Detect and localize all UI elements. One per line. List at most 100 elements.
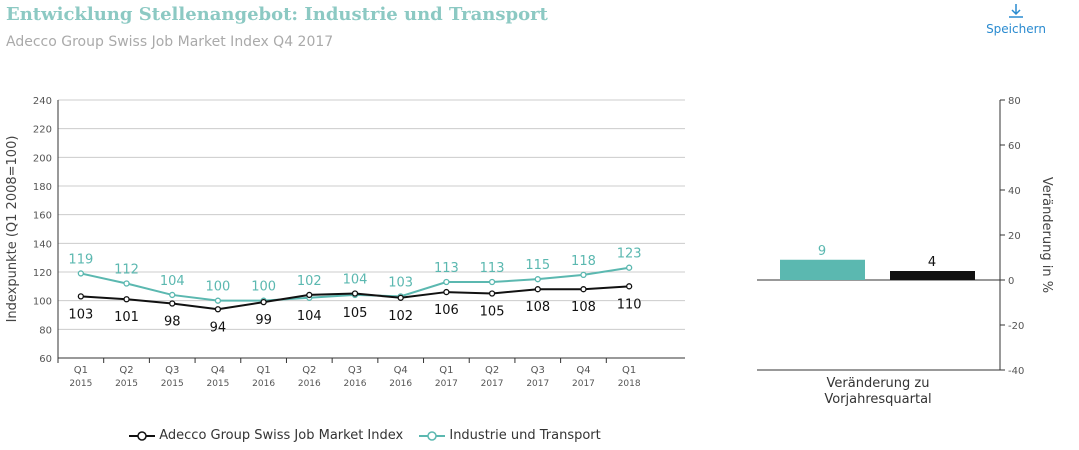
bar [780,259,865,280]
x-tick-label: Q3 [531,365,545,376]
x-tick-label: 2016 [298,379,321,389]
chart-area: 6080100120140160180200220240Q12015Q22015… [5,96,1054,407]
data-point [214,306,222,313]
data-label: 118 [571,254,596,269]
data-point [123,280,130,287]
x-tick-label: 2015 [206,379,229,389]
x-tick-label: Q4 [576,365,590,376]
x-tick-label: 2017 [435,379,458,389]
x-tick-label: 2015 [69,379,92,389]
legend-label: Adecco Group Swiss Job Market Index [159,428,404,443]
y-tick-label: 20 [1008,231,1021,242]
download-icon [1009,4,1023,18]
x-tick-label: Q4 [211,365,225,376]
y-tick-label: 140 [33,239,52,250]
data-label: 103 [68,307,93,322]
y-tick-label: 80 [1008,96,1021,107]
x-tick-label: 2017 [481,379,504,389]
x-tick-label: Q2 [119,365,133,376]
x-tick-label: 2016 [252,379,275,389]
y-tick-label: 180 [33,182,52,193]
data-label: 104 [343,273,368,288]
x-tick-label: Q2 [302,365,316,376]
y-tick-label: 60 [39,354,52,365]
y-tick-label: -40 [1008,366,1024,377]
data-point [351,290,359,297]
x-tick-label: Q2 [485,365,499,376]
data-label: 115 [525,258,550,273]
x-tick-label: 2017 [572,379,595,389]
legend-marker-icon [419,430,446,441]
x-tick-label: Q1 [256,365,270,376]
data-label: 105 [343,306,368,321]
data-label: 99 [255,313,272,328]
data-point [443,278,450,286]
y-tick-label: 0 [1008,276,1014,287]
data-point [626,283,633,290]
data-label: 113 [434,261,459,276]
save-button[interactable]: Speichern [985,2,1047,36]
x-tick-label: Q4 [394,365,408,376]
data-label: 104 [297,309,322,324]
x-tick-label: 2015 [161,379,184,389]
data-point [306,291,313,299]
bar-label: 9 [818,244,826,259]
x-tick-label: Q1 [439,365,453,376]
data-point [580,271,587,279]
data-point [534,276,541,283]
x-tick-label: Q1 [74,365,88,376]
data-point [123,296,130,303]
legend-label: Industrie und Transport [449,428,601,443]
data-point [443,288,450,296]
data-point [77,293,84,300]
legend: Adecco Group Swiss Job Market Index Indu… [0,428,730,445]
y-tick-label: 220 [33,125,52,136]
bar-label: 4 [928,255,936,270]
data-label: 100 [251,280,276,295]
y-tick-label: 40 [1008,186,1021,197]
save-label: Speichern [986,22,1046,36]
data-label: 100 [206,280,231,295]
data-point [488,278,496,286]
legend-item-index[interactable]: Adecco Group Swiss Job Market Index [129,428,403,443]
y-tick-label: -20 [1008,321,1024,332]
x-tick-label: Q3 [348,365,362,376]
x-tick-label: 2017 [526,379,549,389]
data-point [534,286,541,293]
y-tick-label: 80 [39,325,52,336]
x-tick-label: 2016 [344,379,367,389]
x-tick-label: 2016 [389,379,412,389]
data-label: 112 [114,262,139,277]
data-label: 113 [480,261,505,276]
legend-item-industrie[interactable]: Industrie und Transport [419,428,601,443]
data-point [214,297,222,304]
chart-subtitle: Adecco Group Swiss Job Market Index Q4 2… [6,34,334,50]
y-tick-label: 200 [33,153,52,164]
data-point [169,300,176,307]
data-label: 106 [434,303,459,318]
x-tick-label: Q3 [165,365,179,376]
y-tick-label: 160 [33,211,52,222]
data-label: 105 [480,305,505,320]
data-label: 102 [388,309,413,324]
y-tick-label: 60 [1008,141,1021,152]
chart-title: Entwicklung Stellenangebot: Industrie un… [6,4,548,25]
data-point [626,264,633,271]
data-point [169,291,176,299]
x-tick-label: Q1 [622,365,636,376]
data-point [580,286,587,293]
x-axis-label: Vorjahresquartal [824,392,931,407]
data-point [260,298,267,306]
data-point [77,270,84,277]
x-axis-label: Veränderung zu [827,376,930,391]
data-label: 104 [160,274,185,289]
bar [890,271,975,280]
data-label: 101 [114,310,139,325]
data-label: 119 [68,252,93,267]
x-tick-label: 2018 [618,379,641,389]
data-label: 98 [164,315,181,330]
y-tick-label: 100 [33,297,52,308]
y-axis-label: Veränderung in % [1039,177,1054,293]
data-label: 110 [617,297,642,312]
data-point [488,290,496,297]
